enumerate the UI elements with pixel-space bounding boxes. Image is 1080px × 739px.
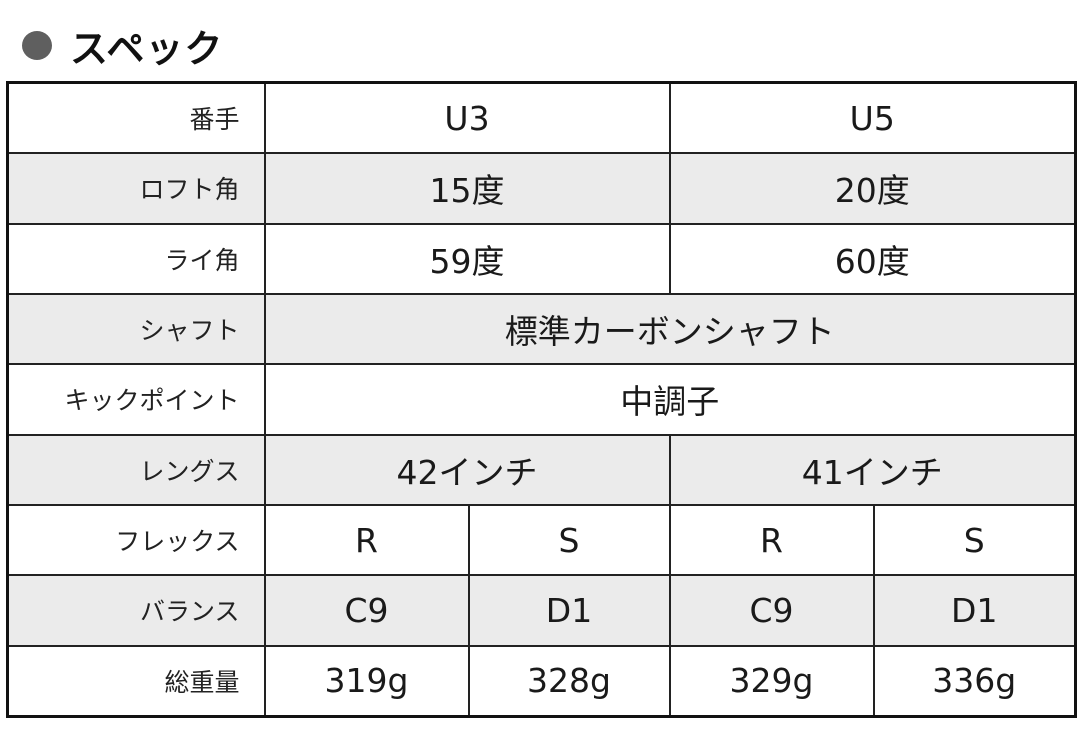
cell: 15度: [263, 152, 671, 225]
section-title-text: スペック: [70, 27, 224, 71]
row-label: ライ角: [6, 222, 266, 295]
cell: S: [872, 503, 1077, 577]
cell: S: [467, 503, 671, 577]
table-row-flex: フレックス R S R S: [6, 503, 1077, 577]
spec-table: 番手 U3 U5 ロフト角 15度 20度 ライ角 59度 60度 シャフト 標…: [6, 81, 1077, 718]
cell: 336g: [872, 644, 1077, 718]
cell: U3: [263, 81, 671, 155]
row-label: ロフト角: [6, 152, 266, 225]
cell: C9: [263, 574, 470, 647]
cell: 328g: [467, 644, 671, 718]
cell: 329g: [668, 644, 875, 718]
cell: 標準カーボンシャフト: [263, 292, 1077, 366]
table-row-shaft: シャフト 標準カーボンシャフト: [6, 292, 1077, 366]
cell: C9: [668, 574, 875, 647]
row-label: キックポイント: [6, 363, 266, 436]
table-row-loft: ロフト角 15度 20度: [6, 152, 1077, 225]
cell: 20度: [668, 152, 1077, 225]
cell: U5: [668, 81, 1077, 155]
cell: 60度: [668, 222, 1077, 295]
bullet-icon: [22, 31, 52, 60]
cell: 中調子: [263, 363, 1077, 436]
row-label: フレックス: [6, 503, 266, 577]
table-row-weight: 総重量 319g 328g 329g 336g: [6, 644, 1077, 718]
table-row-length: レングス 42インチ 41インチ: [6, 433, 1077, 506]
cell: R: [668, 503, 875, 577]
row-label: バランス: [6, 574, 266, 647]
table-row-club-number: 番手 U3 U5: [6, 81, 1077, 155]
row-label: 総重量: [6, 644, 266, 718]
table-row-kickpoint: キックポイント 中調子: [6, 363, 1077, 436]
row-label: 番手: [6, 81, 266, 155]
row-label: レングス: [6, 433, 266, 506]
table-row-lie: ライ角 59度 60度: [6, 222, 1077, 295]
table-row-balance: バランス C9 D1 C9 D1: [6, 574, 1077, 647]
row-label: シャフト: [6, 292, 266, 366]
cell: D1: [467, 574, 671, 647]
cell: D1: [872, 574, 1077, 647]
cell: 59度: [263, 222, 671, 295]
section-title: スペック: [22, 18, 223, 73]
cell: 42インチ: [263, 433, 671, 506]
cell: R: [263, 503, 470, 577]
cell: 41インチ: [668, 433, 1077, 506]
cell: 319g: [263, 644, 470, 718]
